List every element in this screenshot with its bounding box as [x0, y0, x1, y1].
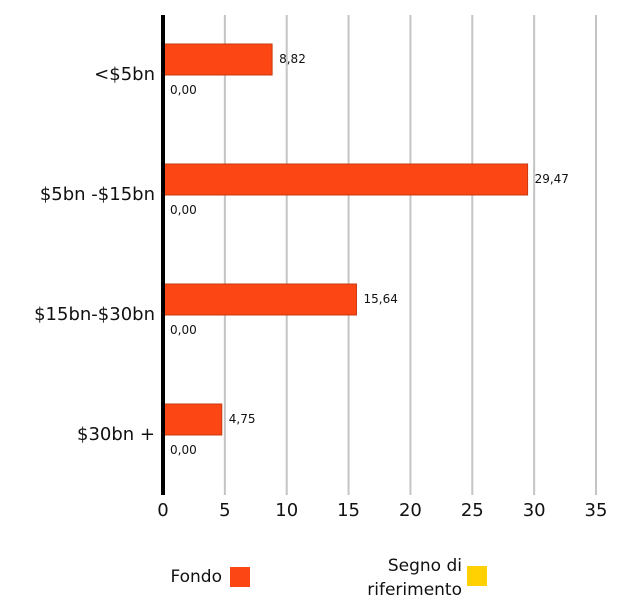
x-tick-label: 0	[157, 500, 168, 521]
legend-swatch	[467, 566, 487, 586]
x-tick-label: 5	[219, 500, 230, 521]
data-label: 0,00	[170, 443, 197, 457]
bar	[162, 163, 529, 196]
x-tick-label: 15	[337, 500, 360, 521]
data-label: 0,00	[170, 203, 197, 217]
y-tick-label: $5bn -$15bn	[40, 184, 155, 205]
legend-swatch	[230, 567, 250, 587]
data-label: 4,75	[229, 412, 256, 426]
data-label: 15,64	[363, 292, 397, 306]
legend-label: Fondo	[170, 567, 222, 587]
data-label: 0,00	[170, 83, 197, 97]
bar	[162, 43, 273, 76]
y-tick-label: $30bn +	[77, 424, 155, 445]
data-label: 29,47	[535, 172, 569, 186]
legend-label: Segno di riferimento	[367, 556, 462, 600]
y-tick-label: <$5bn	[94, 64, 155, 85]
data-label: 0,00	[170, 323, 197, 337]
x-tick-label: 30	[523, 500, 546, 521]
x-tick-label: 25	[461, 500, 484, 521]
bar	[162, 403, 223, 436]
bar	[162, 283, 357, 316]
y-tick-label: $15bn-$30bn	[34, 304, 155, 325]
data-label: 8,82	[279, 52, 306, 66]
x-tick-label: 35	[585, 500, 608, 521]
x-tick-label: 10	[275, 500, 298, 521]
x-tick-label: 20	[399, 500, 422, 521]
